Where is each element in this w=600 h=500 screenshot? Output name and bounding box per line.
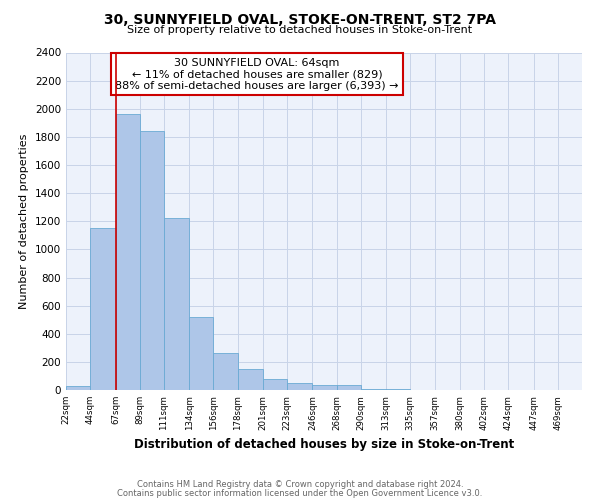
Bar [66,386,90,390]
Text: Contains public sector information licensed under the Open Government Licence v3: Contains public sector information licen… [118,488,482,498]
Bar [263,379,287,390]
Bar [140,131,164,390]
Text: Contains HM Land Registry data © Crown copyright and database right 2024.: Contains HM Land Registry data © Crown c… [137,480,463,489]
Bar [189,317,214,390]
Bar [337,385,361,390]
Text: 30 SUNNYFIELD OVAL: 64sqm
← 11% of detached houses are smaller (829)
88% of semi: 30 SUNNYFIELD OVAL: 64sqm ← 11% of detac… [115,58,398,91]
X-axis label: Distribution of detached houses by size in Stoke-on-Trent: Distribution of detached houses by size … [134,438,514,451]
Bar [116,114,140,390]
Y-axis label: Number of detached properties: Number of detached properties [19,134,29,309]
Text: Size of property relative to detached houses in Stoke-on-Trent: Size of property relative to detached ho… [127,25,473,35]
Bar [313,385,337,390]
Bar [361,388,386,390]
Bar [287,383,313,390]
Bar [90,228,116,390]
Text: 30, SUNNYFIELD OVAL, STOKE-ON-TRENT, ST2 7PA: 30, SUNNYFIELD OVAL, STOKE-ON-TRENT, ST2… [104,12,496,26]
Bar [238,369,263,390]
Bar [164,218,189,390]
Bar [214,352,238,390]
